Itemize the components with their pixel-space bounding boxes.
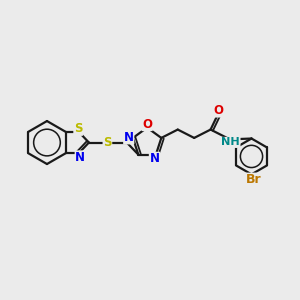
Text: NH: NH bbox=[221, 137, 240, 147]
Text: N: N bbox=[149, 152, 159, 165]
Text: N: N bbox=[124, 131, 134, 144]
Text: S: S bbox=[74, 122, 82, 135]
Text: O: O bbox=[142, 118, 152, 130]
Text: Br: Br bbox=[245, 173, 261, 186]
Text: S: S bbox=[103, 136, 112, 149]
Text: O: O bbox=[214, 104, 224, 117]
Text: N: N bbox=[75, 151, 85, 164]
